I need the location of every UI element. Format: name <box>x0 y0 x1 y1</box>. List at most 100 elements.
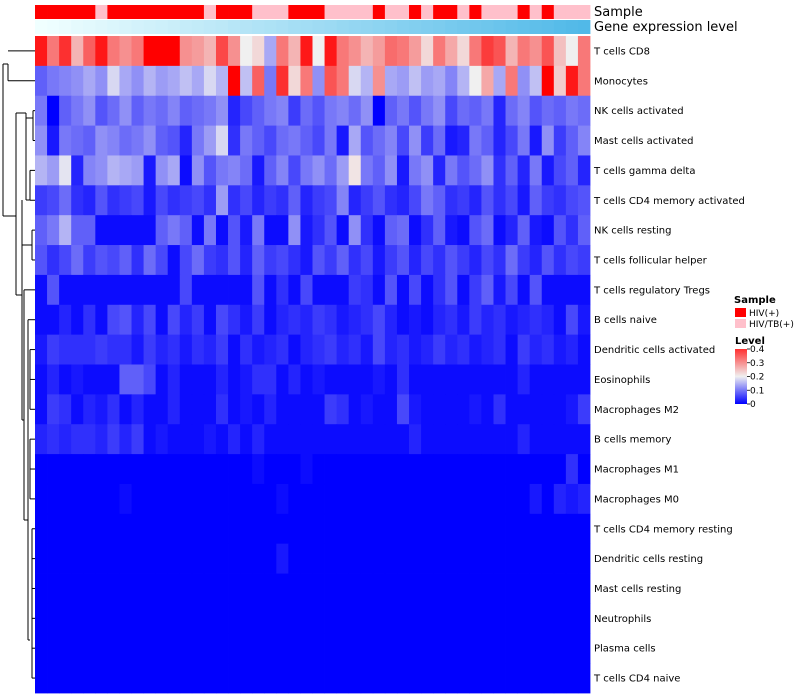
heatmap-cell <box>95 633 108 664</box>
heatmap-cell <box>577 603 591 634</box>
heatmap-cell <box>421 663 434 694</box>
heatmap-cell <box>312 125 325 156</box>
heatmap-cell <box>372 573 386 604</box>
heatmap-cell <box>336 663 350 694</box>
heatmap-cell <box>131 513 144 545</box>
heatmap-cell <box>553 483 567 515</box>
heatmap-cell <box>324 125 338 156</box>
heatmap-cell <box>396 364 410 395</box>
expression-annotation-cell <box>240 20 253 34</box>
heatmap-cell <box>348 543 362 574</box>
heatmap-cell <box>553 454 567 485</box>
heatmap-cell <box>312 36 325 67</box>
heatmap-cell <box>517 633 531 664</box>
heatmap-cell <box>565 274 579 306</box>
heatmap-cell <box>71 155 84 186</box>
heatmap-cell <box>529 304 543 336</box>
heatmap-cell <box>131 274 144 306</box>
heatmap-cell <box>336 633 350 664</box>
row-label: NK cells activated <box>594 106 684 117</box>
heatmap-cell <box>59 155 72 186</box>
heatmap-cell <box>191 483 205 515</box>
heatmap-cell <box>47 155 60 186</box>
heatmap-cell <box>131 245 144 276</box>
heatmap-cell <box>348 274 362 306</box>
heatmap-cell <box>396 633 410 664</box>
heatmap-cell <box>565 424 579 455</box>
heatmap-cell <box>107 454 120 485</box>
heatmap-cell <box>179 155 193 186</box>
heatmap-cell <box>203 483 217 515</box>
heatmap-cell <box>469 364 482 395</box>
heatmap-cell <box>228 394 241 425</box>
heatmap-cell <box>240 274 253 306</box>
heatmap-cell <box>577 424 591 455</box>
heatmap-cell <box>155 543 169 574</box>
heatmap-cell <box>384 364 398 395</box>
heatmap-cell <box>312 573 325 604</box>
heatmap-cell <box>577 65 591 97</box>
heatmap-cell <box>47 364 60 395</box>
heatmap-cell <box>203 394 217 425</box>
heatmap-cell <box>312 334 325 365</box>
heatmap-cell <box>300 364 313 395</box>
heatmap-cell <box>35 95 48 126</box>
heatmap-cell <box>360 573 374 604</box>
heatmap-cell <box>59 304 72 336</box>
heatmap-cell <box>505 36 519 67</box>
heatmap-cell <box>240 633 253 664</box>
row-dendrogram <box>2 50 35 679</box>
heatmap-cell <box>529 125 543 156</box>
heatmap-cell <box>421 274 434 306</box>
heatmap-cell <box>396 185 410 216</box>
heatmap-cell <box>264 155 277 186</box>
heatmap-cell <box>336 245 350 276</box>
heatmap-cell <box>565 573 579 604</box>
heatmap-cell <box>143 424 157 455</box>
heatmap-cell <box>324 185 338 216</box>
heatmap-cell <box>384 454 398 485</box>
heatmap-cell <box>493 543 506 574</box>
heatmap-cell <box>541 633 555 664</box>
sample-annotation-cell <box>83 5 96 19</box>
heatmap-cell <box>240 543 253 574</box>
heatmap-cell <box>457 483 470 515</box>
heatmap-cell <box>541 215 555 246</box>
row-label: T cells CD4 memory resting <box>593 524 733 535</box>
heatmap-cell <box>541 543 555 574</box>
heatmap-cell <box>541 454 555 485</box>
heatmap-cell <box>276 274 289 306</box>
heatmap-cell <box>384 424 398 455</box>
heatmap-cell <box>336 424 350 455</box>
sample-annotation-cell <box>505 5 519 19</box>
heatmap-cell <box>264 483 277 515</box>
heatmap-cell <box>553 95 567 126</box>
heatmap-cell <box>276 663 289 694</box>
heatmap-cell <box>433 364 446 395</box>
heatmap-cell <box>215 573 229 604</box>
heatmap-cell <box>445 304 458 336</box>
legend: Sample HIV(+) HIV/TB(+) Level 0.40.30.20… <box>734 295 794 410</box>
row-label: Mast cells activated <box>594 136 693 147</box>
heatmap-cell <box>324 424 338 455</box>
heatmap-cell <box>83 95 96 126</box>
heatmap-cell <box>505 65 519 97</box>
heatmap-cell <box>481 245 494 276</box>
heatmap-cell <box>457 274 470 306</box>
heatmap-cell <box>95 245 108 276</box>
heatmap-cell <box>445 483 458 515</box>
heatmap-cell <box>565 185 579 216</box>
sample-annotation-cell <box>155 5 169 19</box>
heatmap-cell <box>433 215 446 246</box>
heatmap-cell <box>312 245 325 276</box>
heatmap-cell <box>203 663 217 694</box>
heatmap-cell <box>324 394 338 425</box>
heatmap-cell <box>167 245 181 276</box>
heatmap-cell <box>553 513 567 545</box>
heatmap-cell <box>360 185 374 216</box>
heatmap-cell <box>517 245 531 276</box>
heatmap-cell <box>469 274 482 306</box>
heatmap-cell <box>119 125 132 156</box>
heatmap-cell <box>348 424 362 455</box>
heatmap-cell <box>119 663 132 694</box>
